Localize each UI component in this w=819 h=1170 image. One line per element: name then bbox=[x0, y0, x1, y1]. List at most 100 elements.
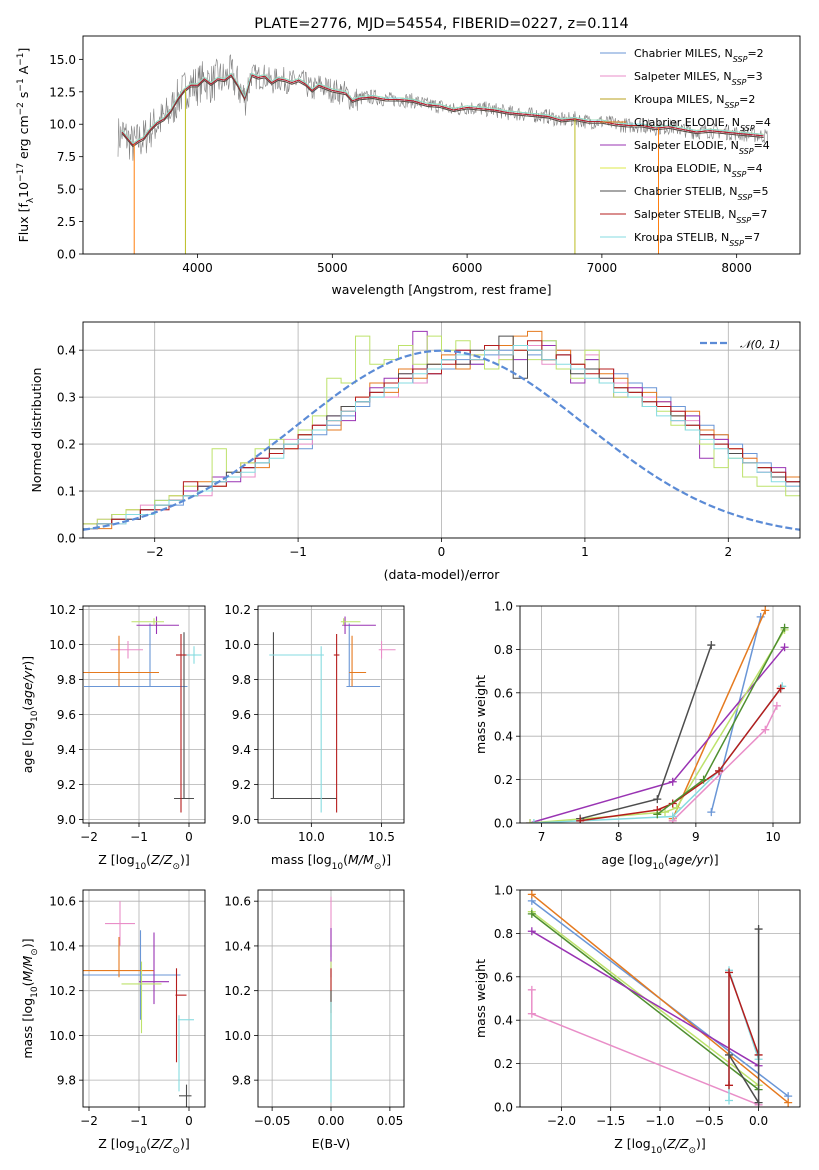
plus-marker bbox=[529, 819, 538, 823]
x-tick-label: −1.5 bbox=[596, 1114, 625, 1128]
legend-label: Chabrier ELODIE, NSSP=4 bbox=[634, 116, 771, 133]
plus-marker bbox=[761, 725, 770, 734]
plus-marker bbox=[784, 1098, 793, 1107]
y-tick-label: 9.8 bbox=[57, 1074, 76, 1088]
label-part: / bbox=[358, 852, 365, 867]
histogram-step-line bbox=[83, 335, 800, 525]
plus-marker bbox=[672, 803, 681, 812]
y-tick-label: 10.0 bbox=[224, 1029, 251, 1043]
label-part: 10 bbox=[30, 710, 40, 722]
legend-label: Chabrier MILES, NSSP=2 bbox=[634, 47, 764, 64]
y-tick-label: 15.0 bbox=[49, 53, 76, 67]
panel-residuals: −2 −1 0 1 2 0.0 0.1 0.2 0.3 0.4 (data-model)/error… bbox=[29, 321, 801, 582]
label-part: ⊙ bbox=[172, 862, 180, 872]
y-tick-label: 9.8 bbox=[232, 1074, 251, 1088]
y-tick-label: 9.2 bbox=[232, 778, 251, 792]
label-part: s bbox=[16, 92, 31, 103]
y-tick-label: 0.0 bbox=[494, 1101, 513, 1115]
legend-label-sub: SSP bbox=[736, 216, 751, 225]
y-axis-label: Normed distribution bbox=[29, 368, 44, 493]
legend-label-value: =4 bbox=[755, 116, 771, 129]
label-part: age bbox=[669, 852, 693, 867]
label-part: )] bbox=[20, 656, 35, 666]
plus-marker bbox=[725, 1050, 734, 1059]
legend-label-sub: SSP bbox=[740, 124, 755, 133]
label-part: λ bbox=[26, 197, 36, 203]
legend-label-sub: SSP bbox=[733, 55, 748, 64]
label-part: )] bbox=[709, 852, 719, 867]
legend-label: Kroupa MILES, NSSP=2 bbox=[634, 93, 755, 110]
x-tick-label: 2 bbox=[724, 545, 732, 559]
y-tick-label: 0.4 bbox=[494, 1014, 513, 1028]
y-axis-label: Flux [fλ10−17 erg cm−2 s−1 A−1] bbox=[16, 48, 36, 243]
plus-marker bbox=[772, 701, 781, 710]
y-tick-label: 10.4 bbox=[49, 939, 76, 953]
label-part: )] bbox=[180, 1136, 190, 1151]
chart-title: PLATE=2776, MJD=54554, FIBERID=0227, z=0… bbox=[254, 16, 628, 32]
model-spectrum-line bbox=[121, 75, 764, 148]
normal-distribution-curve bbox=[83, 349, 800, 531]
x-tick-label: 10.0 bbox=[298, 830, 325, 844]
mass-weight-line bbox=[533, 685, 783, 823]
x-tick-label: 10.5 bbox=[368, 830, 395, 844]
label-part: Z bbox=[679, 1136, 689, 1151]
label-part: 10 bbox=[135, 862, 147, 872]
plot-area bbox=[83, 322, 800, 538]
x-axis-label: (data-model)/error bbox=[384, 567, 501, 582]
label-part: / bbox=[159, 1136, 166, 1151]
y-tick-label: 9.0 bbox=[57, 813, 76, 827]
label-part: erg cm bbox=[16, 115, 31, 163]
label-part: M bbox=[363, 852, 374, 867]
plus-marker bbox=[661, 808, 670, 817]
label-part: Flux [f bbox=[16, 203, 31, 243]
y-tick-label: 9.0 bbox=[232, 813, 251, 827]
label-part: Z bbox=[163, 1136, 173, 1151]
x-axis-label: wavelength [Angstrom, rest frame] bbox=[331, 282, 551, 297]
label-part: ⊙ bbox=[30, 948, 40, 956]
label-part: age [log bbox=[601, 852, 652, 867]
label-part: M bbox=[20, 955, 35, 966]
y-tick-label: 7.5 bbox=[57, 150, 76, 164]
plus-marker bbox=[707, 808, 716, 817]
mass-weight-line bbox=[580, 644, 713, 820]
x-axis-label: Z [log10(Z/Z⊙)] bbox=[98, 852, 190, 872]
x-tick-label: 7000 bbox=[587, 261, 618, 275]
plot-area bbox=[83, 606, 205, 823]
axes-frame bbox=[82, 35, 801, 255]
label-part: −1 bbox=[16, 78, 26, 91]
plus-marker bbox=[527, 927, 536, 936]
plus-marker bbox=[527, 909, 536, 918]
plus-marker bbox=[668, 777, 677, 786]
label-part: yr bbox=[20, 665, 35, 679]
label-part: ⊙ bbox=[172, 1146, 180, 1156]
legend-label: Chabrier STELIB, NSSP=5 bbox=[634, 185, 768, 202]
x-tick-label: 0 bbox=[438, 545, 446, 559]
legend-label: Salpeter STELIB, NSSP=7 bbox=[634, 208, 767, 225]
y-tick-label: 10.2 bbox=[49, 603, 76, 617]
label-part: age [log bbox=[20, 722, 35, 773]
x-axis-label: Z [log10(Z/Z⊙)] bbox=[614, 1136, 706, 1156]
plus-marker bbox=[527, 1009, 536, 1018]
x-tick-label: 5000 bbox=[317, 261, 348, 275]
x-tick-label: −2 bbox=[146, 545, 164, 559]
y-tick-label: 10.6 bbox=[49, 895, 76, 909]
mass-weight-line bbox=[531, 913, 760, 1091]
label-part: ( bbox=[20, 982, 35, 987]
label-part: 10 bbox=[651, 1146, 663, 1156]
label-part: M bbox=[20, 971, 35, 982]
x-tick-label: 1 bbox=[581, 545, 589, 559]
legend-label-value: =2 bbox=[747, 47, 763, 60]
plus-marker bbox=[715, 766, 724, 775]
x-tick-label: 8 bbox=[615, 830, 623, 844]
y-tick-label: 10.0 bbox=[49, 118, 76, 132]
label-part: )] bbox=[381, 852, 391, 867]
label-part: Z [log bbox=[98, 1136, 134, 1151]
legend-label-sub: SSP bbox=[729, 239, 744, 248]
x-tick-label: −2 bbox=[80, 1114, 98, 1128]
y-tick-label: 0.8 bbox=[494, 927, 513, 941]
x-tick-label: 0 bbox=[185, 830, 193, 844]
label-part: ( bbox=[664, 852, 669, 867]
label-part: age bbox=[20, 682, 35, 706]
y-tick-label: 2.5 bbox=[57, 215, 76, 229]
